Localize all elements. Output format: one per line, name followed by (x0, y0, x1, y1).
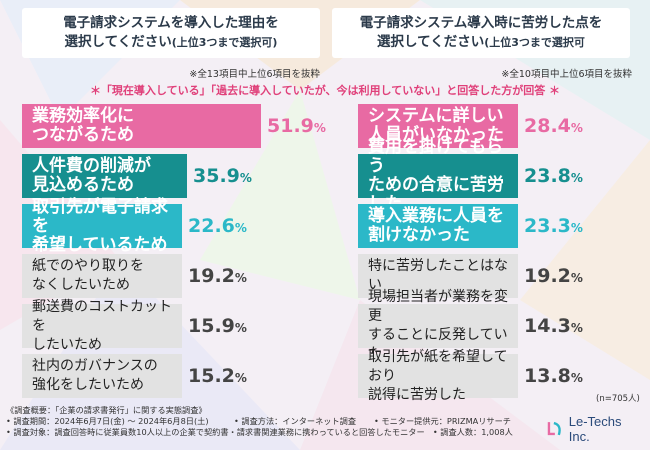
bar-value-number: 15.9 (188, 315, 235, 337)
header-left-line2-small: (上位3つまで選択可) (171, 36, 278, 49)
bar-value-unit: % (239, 171, 252, 185)
bar-category-label: 郵送費のコストカットを したいため (32, 298, 172, 353)
bar-value-label: 23.8% (524, 165, 583, 187)
bar-value-label: 23.3% (524, 215, 583, 237)
bar-value-label: 15.9% (188, 315, 247, 337)
bar-value-unit: % (234, 271, 247, 285)
bar-value-unit: % (570, 371, 583, 385)
note-right: ※全10項目中上位6項目を抜粋 (501, 69, 632, 80)
header-right: 電子請求システム導入時に苦労した点を 選択してください(上位3つまで選択可 (332, 8, 630, 58)
bar-row: 業務効率化に つながるため 51.9% (22, 104, 326, 148)
bar-row: 紙でのやり取りを なくしたいため 19.2% (22, 254, 247, 298)
bar-value-number: 19.2 (188, 265, 235, 287)
bar-category-label: 業務効率化に つながるため (32, 106, 134, 145)
bar-value-number: 22.6 (188, 215, 235, 237)
bar-value-unit: % (313, 121, 326, 135)
logo-mark-icon (547, 421, 561, 436)
bar-row: 郵送費のコストカットを したいため 15.9% (22, 299, 247, 353)
bar-value-unit: % (234, 371, 247, 385)
footer-target: • 調査対象：調査回答時に従業員数10人以上の企業で契約書・請求書関連業務に携わ… (6, 427, 425, 437)
sample-size: (n=705人) (596, 394, 640, 404)
bar-value-number: 14.3 (524, 315, 571, 337)
survey-footer: 《調査概要：「企業の請求書発行」に関する実態調査》 • 調査期間：2024年6月… (6, 405, 566, 438)
company-logo: Le-Techs Inc. (545, 414, 645, 444)
bar-value-unit: % (570, 221, 583, 235)
bar-value-number: 23.8 (524, 165, 571, 187)
bar-row: 特に苦労したことはない 19.2% (358, 254, 583, 298)
bar: 費用を掛けてもらう ための合意に苦労した (358, 138, 518, 214)
bar-value-number: 15.2 (188, 365, 235, 387)
footer-period: • 調査期間：2024年6月7日(金) 〜 2024年6月8日(土) (6, 416, 209, 426)
bar-category-label: 紙でのやり取りを なくしたいため (32, 258, 144, 293)
bar-value-unit: % (234, 221, 247, 235)
bar-value-label: 14.3% (524, 315, 583, 337)
bar-row: 人件費の削減が 見込めるため 35.9% (22, 154, 252, 198)
bar-category-label: 現場担当者が業務を変更 することに反発していた (368, 289, 508, 362)
bar-value-label: 28.4% (524, 115, 583, 137)
bar-category-label: 人件費の削減が 見込めるため (32, 156, 151, 195)
bar-value-label: 19.2% (188, 265, 247, 287)
bar: 特に苦労したことはない (358, 254, 518, 298)
bar-value-label: 22.6% (188, 215, 247, 237)
bar-value-number: 35.9 (193, 165, 240, 187)
header-left: 電子請求システムを導入した理由を 選択してください(上位3つまで選択可) (22, 8, 320, 58)
bar-category-label: 取引先が紙を希望しており 説得に苦労した (368, 348, 508, 403)
header-right-line2: 選択してください (377, 34, 485, 50)
bar: 導入業務に人員を 割けなかった (358, 204, 518, 248)
header-left-line1: 電子請求システムを導入した理由を (63, 15, 279, 31)
bar-value-number: 23.3 (524, 215, 571, 237)
bar: 取引先が電子請求を 希望しているため (22, 197, 182, 254)
bar: システムに詳しい 人員がいなかった (358, 104, 518, 148)
bar-category-label: 取引先が電子請求を 希望しているため (32, 196, 168, 255)
bar: 紙でのやり取りを なくしたいため (22, 254, 182, 298)
header-right-line1: 電子請求システム導入時に苦労した点を (359, 15, 603, 31)
bar: 社内のガバナンスの 強化をしたいため (22, 354, 182, 398)
bar-row: 取引先が紙を希望しており 説得に苦労した 13.8% (358, 349, 583, 403)
bar-row: システムに詳しい 人員がいなかった 28.4% (358, 104, 583, 148)
bar-row: 社内のガバナンスの 強化をしたいため 15.2% (22, 354, 247, 398)
bar-value-label: 13.8% (524, 365, 583, 387)
bar-value-number: 19.2 (524, 265, 571, 287)
footer-monitor: • モニター提供元：PRIZMAリサーチ (374, 416, 511, 426)
bar-value-label: 19.2% (524, 265, 583, 287)
bar-category-label: 費用を掛けてもらう ための合意に苦労した (368, 137, 504, 214)
bar: 郵送費のコストカットを したいため (22, 299, 182, 353)
bar-value-number: 13.8 (524, 365, 571, 387)
bar-value-unit: % (570, 171, 583, 185)
bar-value-number: 51.9 (267, 115, 314, 137)
bar-value-unit: % (234, 321, 247, 335)
bar-value-unit: % (570, 321, 583, 335)
footer-count: • 調査人数：1,008人 (432, 427, 513, 437)
bar-value-label: 35.9% (193, 165, 252, 187)
logo-text: Le-Techs Inc. (568, 414, 622, 444)
bar-value-label: 15.2% (188, 365, 247, 387)
respondent-banner: ＊「現在導入している」「過去に導入していたが、今は利用していない」と回答した方が… (89, 84, 561, 97)
header-left-line2: 選択してください (64, 34, 172, 50)
bar-category-label: システムに詳しい 人員がいなかった (368, 106, 504, 145)
bar-category-label: 特に苦労したことはない (368, 258, 508, 293)
header-right-line2-small: (上位3つまで選択可 (484, 36, 585, 49)
bar-value-label: 51.9% (267, 115, 326, 137)
bar-row: 取引先が電子請求を 希望しているため 22.6% (22, 197, 247, 254)
footer-line1: 《調査概要：「企業の請求書発行」に関する実態調査》 (6, 405, 207, 415)
bar-row: 導入業務に人員を 割けなかった 23.3% (358, 204, 583, 248)
bar-value-number: 28.4 (524, 115, 571, 137)
bar-value-unit: % (570, 121, 583, 135)
bar: 取引先が紙を希望しており 説得に苦労した (358, 349, 518, 403)
bar: 現場担当者が業務を変更 することに反発していた (358, 289, 518, 362)
bar: 人件費の削減が 見込めるため (22, 154, 187, 198)
bar-value-unit: % (570, 271, 583, 285)
bar-row: 現場担当者が業務を変更 することに反発していた 14.3% (358, 289, 583, 362)
bar-row: 費用を掛けてもらう ための合意に苦労した 23.8% (358, 138, 583, 214)
bar-category-label: 社内のガバナンスの 強化をしたいため (32, 358, 158, 393)
footer-method: • 調査方法：インターネット調査 (234, 416, 357, 426)
bar-category-label: 導入業務に人員を 割けなかった (368, 206, 504, 245)
note-left: ※全13項目中上位6項目を抜粋 (189, 69, 320, 80)
bar: 業務効率化に つながるため (22, 104, 261, 148)
